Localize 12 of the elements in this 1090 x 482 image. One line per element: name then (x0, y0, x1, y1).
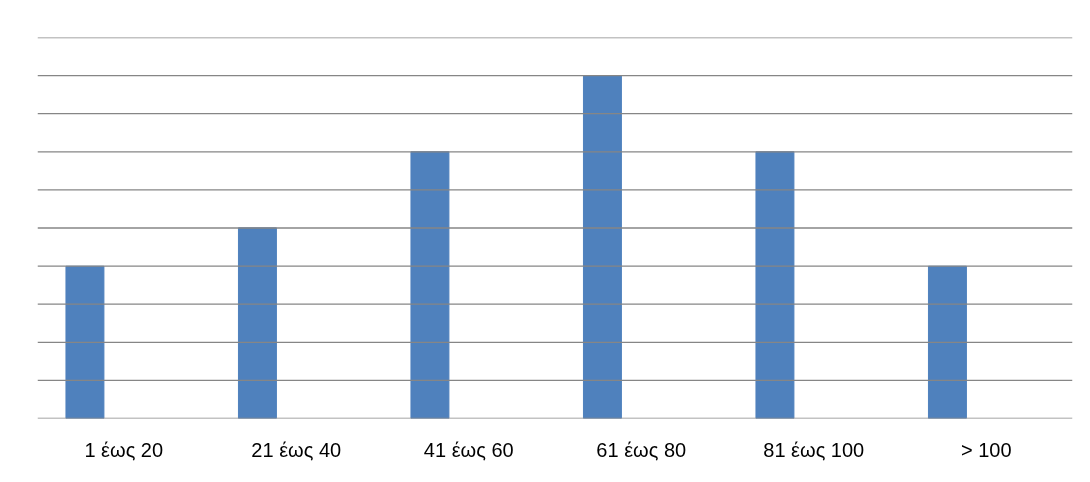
bar (582, 75, 622, 419)
x-tick-label: > 100 (960, 438, 1012, 461)
x-tick-label: 1 έως 20 (84, 438, 164, 461)
x-tick-label: 21 έως 40 (251, 438, 342, 461)
x-tick-label: 41 έως 60 (423, 438, 514, 461)
bar (65, 265, 105, 419)
x-tick-label: 81 έως 100 (763, 438, 865, 461)
bar (237, 227, 277, 419)
bar (755, 151, 795, 419)
bar (927, 265, 967, 419)
x-tick-label: 61 έως 80 (596, 438, 687, 461)
bar (410, 151, 450, 419)
